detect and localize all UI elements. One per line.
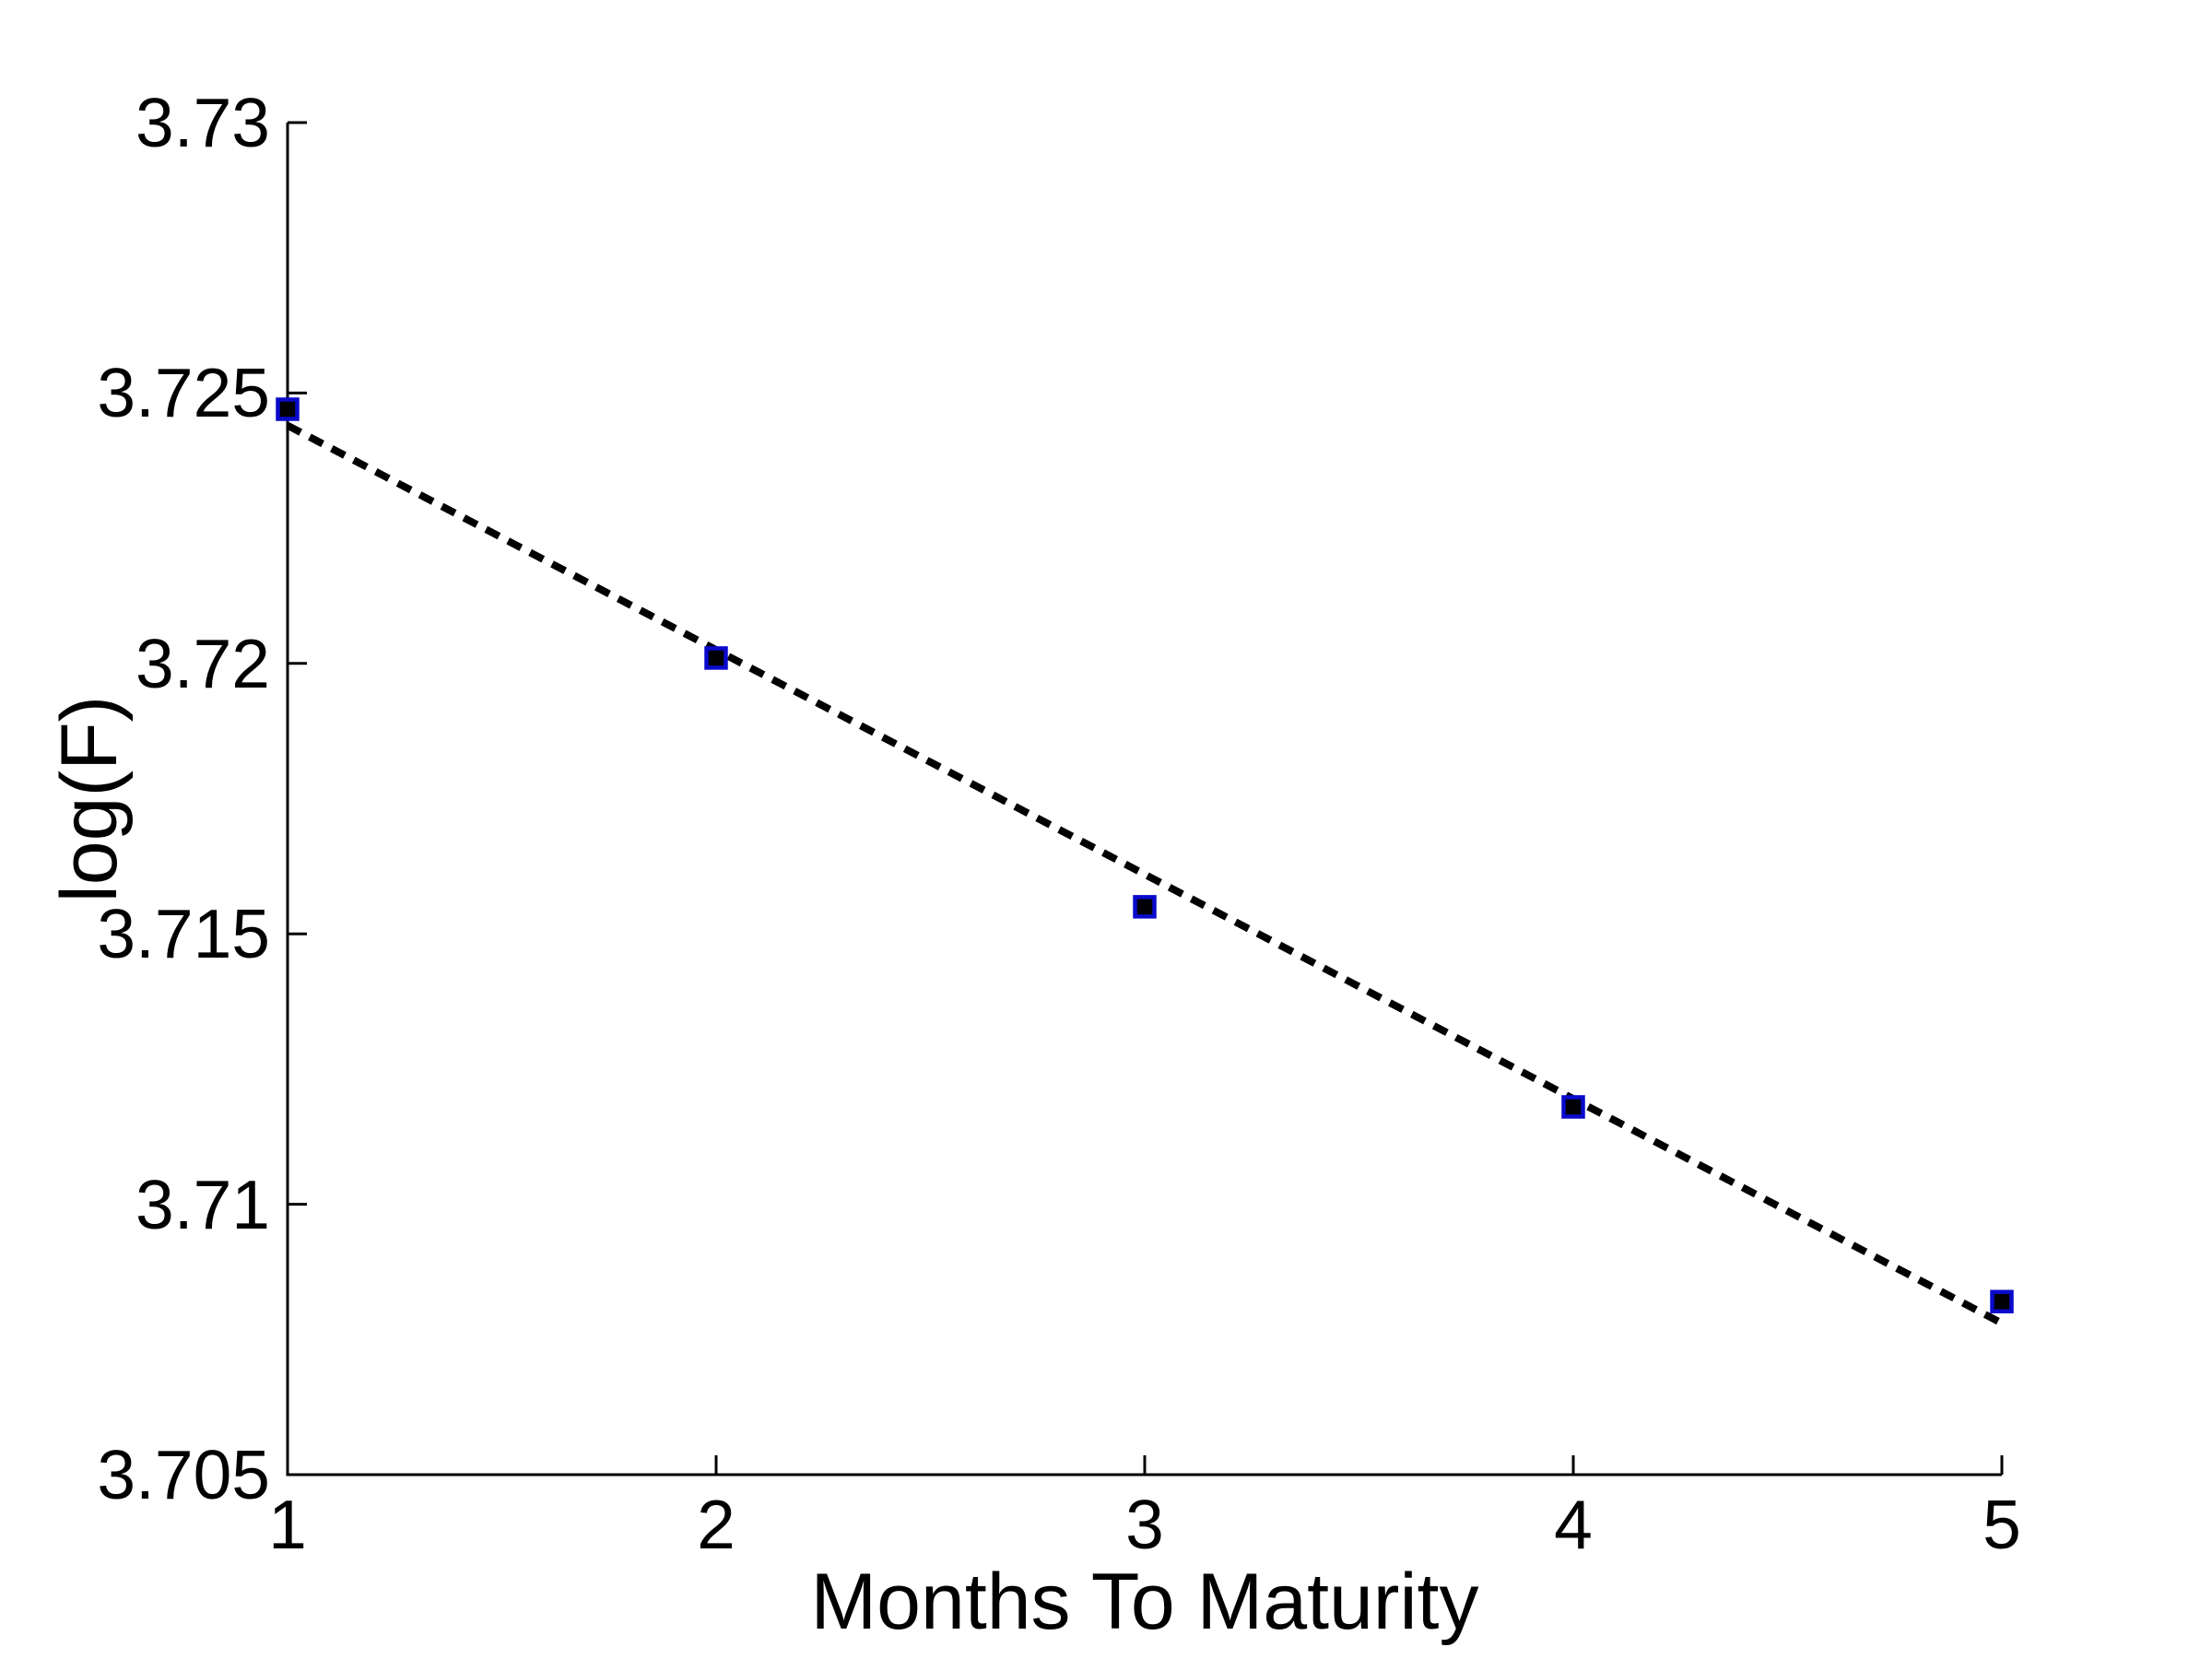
x-tick-label: 5 [1983, 1486, 2021, 1563]
y-tick-label: 3.725 [97, 354, 270, 432]
x-tick-label: 2 [697, 1486, 735, 1563]
axes [286, 121, 2004, 1477]
y-tick-label: 3.71 [135, 1165, 270, 1243]
data-point-marker [276, 397, 300, 421]
y-tick-label: 3.705 [97, 1436, 270, 1513]
x-tick-label: 1 [268, 1486, 307, 1563]
y-axis-title: log(F) [45, 695, 134, 903]
data-point-marker [1133, 895, 1157, 919]
y-tick-label: 3.73 [135, 84, 270, 161]
data-series [276, 397, 2014, 1327]
data-point-marker [1990, 1289, 2014, 1313]
axis-spines [286, 123, 2002, 1477]
y-tick-label: 3.715 [97, 895, 270, 973]
data-point-marker [704, 646, 728, 670]
x-tick-label: 3 [1125, 1486, 1164, 1563]
fit-line [286, 422, 2004, 1327]
y-tick-label: 3.72 [135, 624, 270, 702]
x-axis-title: Months To Maturity [810, 1558, 1479, 1646]
x-tick-label: 4 [1554, 1486, 1593, 1563]
data-point-marker [1561, 1095, 1585, 1119]
